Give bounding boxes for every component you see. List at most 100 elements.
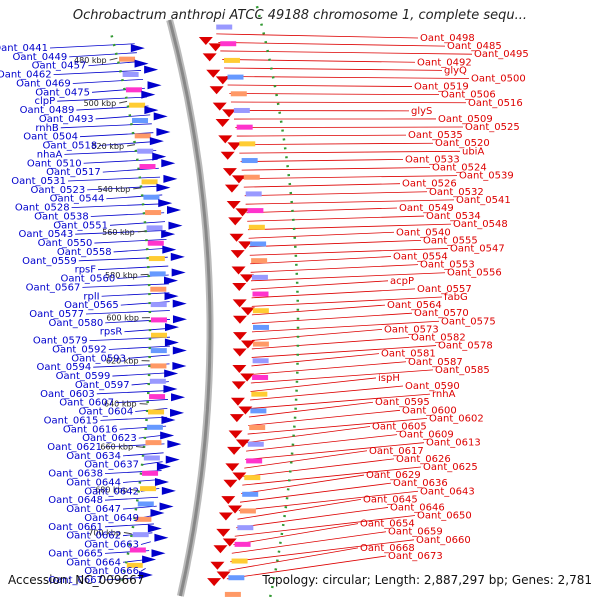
reverse-gene-arrow xyxy=(154,478,169,487)
inner-dotted-ring xyxy=(110,35,152,584)
gene-label-left: Oant_0615 xyxy=(44,415,99,426)
forward-gene-arrow xyxy=(231,266,246,275)
gene-label-right: Oant_0578 xyxy=(438,341,493,352)
gene-label-right: fabG xyxy=(444,292,468,303)
forward-gene-arrow xyxy=(216,571,231,580)
reverse-gene-arrow xyxy=(168,221,183,230)
gene-label-left: Oant_0544 xyxy=(50,194,105,205)
forward-gene-arrow xyxy=(212,102,227,111)
scale-label: 520 kbp xyxy=(91,142,124,151)
leader-line-left xyxy=(82,283,170,288)
forward-gene-arrow xyxy=(223,479,238,488)
reverse-gene-arrow xyxy=(164,369,179,378)
gene-label-left: Oant_0518 xyxy=(42,141,97,152)
gene-label-left: Oant_0531 xyxy=(11,176,66,187)
leader-line-right xyxy=(248,409,401,426)
cog-block-inner xyxy=(125,87,142,93)
leader-line-right xyxy=(236,134,407,137)
scale-label: 560 kbp xyxy=(102,228,135,237)
reverse-gene-arrow xyxy=(156,128,171,137)
leader-line-right xyxy=(247,223,452,231)
gene-label-right: Oant_0533 xyxy=(405,154,460,165)
reverse-gene-arrow xyxy=(153,112,168,121)
scale-tick xyxy=(133,187,142,190)
leader-line-left xyxy=(88,61,140,67)
leader-line-left xyxy=(89,336,170,341)
leader-line-right xyxy=(251,320,440,333)
leader-line-right xyxy=(241,167,431,171)
cog-block-outer xyxy=(227,74,244,80)
leader-line-right xyxy=(228,547,359,571)
leader-line-right xyxy=(226,555,387,580)
gene-label-right: Oant_0617 xyxy=(369,446,424,457)
cog-block-outer xyxy=(241,158,258,164)
gene-label-right: Oant_0526 xyxy=(402,179,457,190)
leader-line-right xyxy=(249,239,422,248)
reverse-gene-arrow xyxy=(149,137,164,146)
forward-gene-arrow xyxy=(224,184,239,193)
gene-label-right: Oant_0539 xyxy=(459,171,514,182)
scale-markers: 480 kbp 500 kbp 520 kbp 540 kbp 560 kbp 580 k… xyxy=(74,56,150,537)
reverse-gene-arrow xyxy=(152,152,167,161)
forward-gene-arrow xyxy=(220,151,235,160)
gene-label-right: Oant_0525 xyxy=(465,122,520,133)
gene-label-right: Oant_0643 xyxy=(420,486,475,497)
leader-line-right xyxy=(249,393,431,409)
leader-line-right xyxy=(237,498,362,520)
reverse-gene-arrow xyxy=(163,385,178,394)
scale-label: 480 kbp xyxy=(74,56,107,65)
leader-line-right xyxy=(248,231,395,239)
gene-label-left: Oant_0550 xyxy=(38,238,93,249)
gene-label-left: Oant_0634 xyxy=(66,451,121,462)
forward-gene-arrow xyxy=(218,135,233,144)
leader-line-right xyxy=(238,490,419,512)
leader-line-left xyxy=(83,158,158,164)
gene-label-right: Oant_0535 xyxy=(408,130,463,141)
forward-gene-arrow xyxy=(232,282,247,291)
scale-tick xyxy=(126,144,136,147)
gene-label-right: Oant_0506 xyxy=(441,90,496,101)
gene-label-left: Oant_0623 xyxy=(82,433,137,444)
reverse-gene-arrow xyxy=(147,81,162,90)
gene-label-left: Oant_0663 xyxy=(84,540,139,551)
scale-label: 680 kbp xyxy=(95,486,128,495)
leader-line-left xyxy=(122,452,164,457)
gene-label-right: Oant_0549 xyxy=(399,203,454,214)
gene-label-left: Oant_0647 xyxy=(66,504,121,515)
reverse-gene-arrow xyxy=(172,315,187,324)
forward-gene-arrow xyxy=(235,439,250,448)
forward-gene-arrow xyxy=(207,578,222,587)
leader-line-left xyxy=(96,390,169,395)
cog-block-outer xyxy=(236,124,253,130)
gene-label-right: glyQ xyxy=(444,65,467,76)
reverse-gene-arrow xyxy=(170,408,185,417)
gene-label-left: Oant_0603 xyxy=(40,389,95,400)
gene-label-left: Oant_0517 xyxy=(46,167,101,178)
leader-line-right xyxy=(251,296,443,307)
gene-label-right: Oant_0650 xyxy=(417,511,472,522)
cog-block-inner xyxy=(150,332,167,338)
gene-label-right: Oant_0600 xyxy=(402,405,457,416)
cog-block-outer xyxy=(220,41,237,47)
cog-block-outer xyxy=(234,541,251,547)
gene-label-left: nhaA xyxy=(37,149,63,160)
cog-block-inner xyxy=(147,240,164,246)
leader-line-right xyxy=(239,482,392,503)
reverse-gene-arrow xyxy=(144,65,159,74)
gene-label-right: Oant_0605 xyxy=(372,422,427,433)
cog-block-inner xyxy=(150,286,167,292)
reverse-gene-arrow xyxy=(163,174,178,183)
forward-gene-arrow xyxy=(222,538,237,547)
gene-label-right: Oant_0541 xyxy=(456,195,511,206)
reverse-gene-arrow xyxy=(166,206,181,215)
gene-label-right: Oant_0564 xyxy=(387,300,442,311)
leader-line-right xyxy=(247,215,425,222)
gene-label-right: Oant_0602 xyxy=(429,413,484,424)
scale-label: 620 kbp xyxy=(106,357,139,366)
leader-line-left xyxy=(53,70,142,75)
gene-label-left: Oant_0504 xyxy=(23,132,78,143)
scale-label: 640 kbp xyxy=(104,400,137,409)
leader-line-left xyxy=(104,496,159,501)
forward-gene-arrow xyxy=(232,364,247,373)
forward-gene-arrow xyxy=(228,430,243,439)
